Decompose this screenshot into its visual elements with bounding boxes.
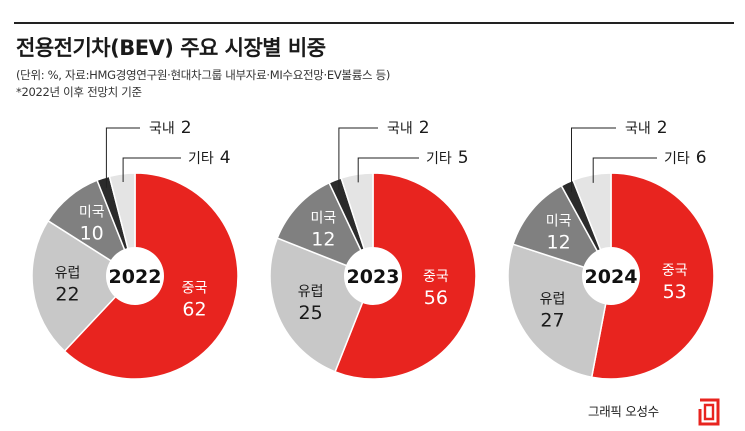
- chart-title: 전용전기차(BEV) 주요 시장별 비중: [16, 36, 326, 60]
- slice-value-label: 10: [80, 223, 104, 245]
- slice-europe: [31, 219, 137, 353]
- callout-label: 국내 2: [149, 118, 192, 138]
- slice-name-label: 국내: [625, 121, 651, 137]
- slice-value-label: 22: [55, 284, 79, 306]
- donut-2022: 2022 중국 62 유럽 22 미국 10 국내 2 기타 4: [31, 118, 239, 380]
- year-label: 2024: [585, 266, 638, 288]
- slice-china: [334, 172, 477, 380]
- top-rule: [14, 22, 734, 24]
- slice-name-label: 기타: [188, 151, 214, 167]
- slice-value-label: 27: [540, 310, 564, 332]
- slice-name-label: 유럽: [540, 292, 566, 308]
- source-note: (단위: %, 자료:HMG경영연구원·현대차그룹 내부자료·MI수요전망·EV…: [16, 68, 391, 82]
- slice-value-label: 62: [182, 299, 206, 321]
- callout-label: 기타 5: [426, 148, 469, 168]
- slice-name-label: 유럽: [55, 266, 81, 282]
- slice-name-label: 중국: [182, 281, 208, 297]
- publisher-logo-icon: [698, 398, 720, 426]
- slice-name-label: 중국: [423, 269, 449, 285]
- callout-line: [571, 127, 616, 193]
- slice-value-label: 2: [657, 118, 668, 138]
- slice-value-label: 2: [419, 118, 430, 138]
- graphic-credit: 그래픽 오성수: [588, 404, 659, 419]
- callout-label: 국내 2: [625, 118, 668, 138]
- slice-name-label: 미국: [311, 211, 337, 227]
- slice-value-label: 5: [458, 148, 469, 168]
- slice-value-label: 2: [181, 118, 192, 138]
- slice-name-label: 기타: [664, 151, 690, 167]
- year-label: 2022: [109, 266, 162, 288]
- callout-line: [338, 127, 378, 190]
- slice-name-label: 중국: [662, 263, 688, 279]
- donut-2023: 2023 중국 56 유럽 25 미국 12 국내 2 기타 5: [269, 118, 477, 380]
- callout-label: 기타 4: [188, 148, 231, 168]
- slice-name-label: 미국: [546, 214, 572, 230]
- slice-usa: [276, 181, 375, 278]
- callout-line: [122, 157, 181, 182]
- slice-name-label: 미국: [79, 205, 105, 221]
- donut-hole: [582, 247, 640, 305]
- slice-name-label: 기타: [426, 151, 452, 167]
- slice-usa: [512, 184, 613, 278]
- callout-line: [105, 127, 140, 188]
- callout-line: [592, 157, 657, 183]
- slice-value-label: 25: [299, 302, 323, 324]
- year-label: 2023: [347, 266, 400, 288]
- slice-name-label: 국내: [149, 121, 175, 137]
- slice-name-label: 국내: [387, 121, 413, 137]
- callout-label: 기타 6: [664, 148, 707, 168]
- slice-china: [590, 172, 715, 380]
- forecast-note: *2022년 이후 전망치 기준: [16, 85, 142, 99]
- callout-label: 국내 2: [387, 118, 430, 138]
- slice-value-label: 6: [696, 148, 707, 168]
- donut-2024: 2024 중국 53 유럽 27 미국 12 국내 2 기타 6: [507, 118, 715, 380]
- slice-value-label: 12: [547, 232, 571, 254]
- slice-value-label: 53: [663, 281, 687, 303]
- slice-value-label: 4: [220, 148, 231, 168]
- slice-value-label: 12: [311, 229, 335, 251]
- donut-hole: [344, 247, 402, 305]
- slice-name-label: 유럽: [298, 284, 324, 300]
- slice-value-label: 56: [424, 287, 448, 309]
- callout-line: [357, 157, 419, 183]
- donut-hole: [106, 247, 164, 305]
